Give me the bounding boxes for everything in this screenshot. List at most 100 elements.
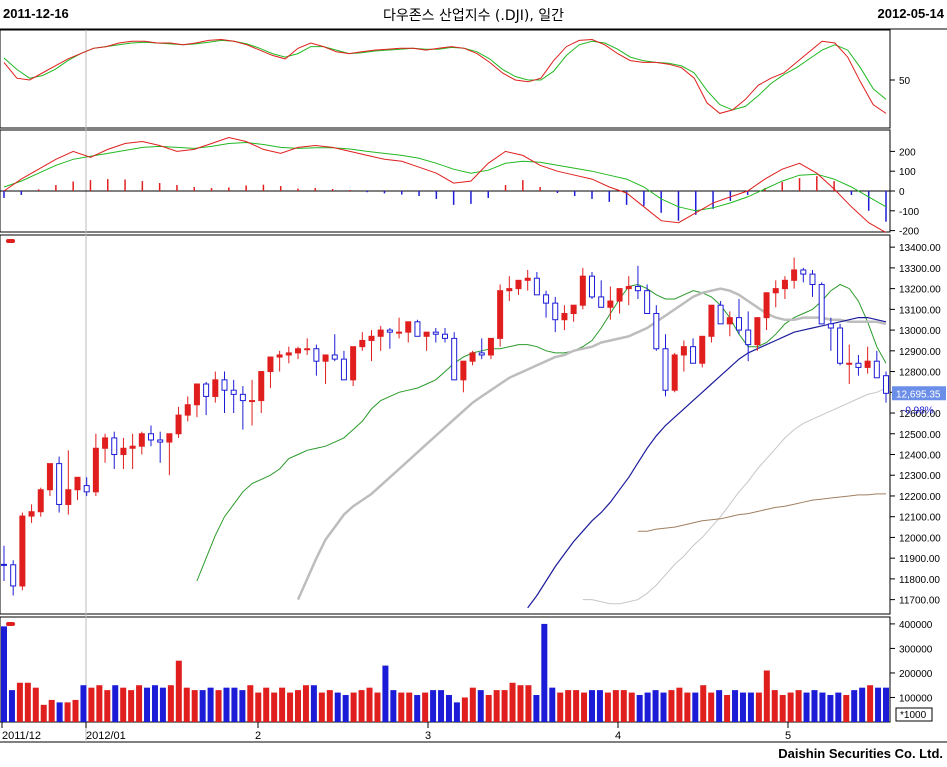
volume-bar xyxy=(255,692,262,722)
candle-body xyxy=(304,348,311,351)
candle-body xyxy=(1,563,7,566)
candle-body xyxy=(138,433,145,447)
candle-body xyxy=(791,269,798,281)
candle-body xyxy=(148,433,154,441)
candle-body xyxy=(690,346,697,364)
price-panel-frame xyxy=(0,234,891,615)
volume-bar xyxy=(827,695,834,722)
volume-bar xyxy=(779,695,786,722)
volume-bar xyxy=(803,692,810,722)
candle-body xyxy=(377,329,384,337)
volume-bar xyxy=(287,692,294,722)
volume-bar xyxy=(382,665,389,722)
volume-bar xyxy=(422,692,429,722)
candle-body xyxy=(19,515,26,587)
price-tick-label: 11700.00 xyxy=(899,596,940,607)
candle-body xyxy=(883,375,889,394)
volume-bar xyxy=(207,687,214,722)
volume-bar xyxy=(247,685,254,722)
candle-body xyxy=(827,323,834,329)
candle-body xyxy=(331,354,338,360)
stoch-main-line xyxy=(3,38,887,114)
volume-bar xyxy=(835,692,842,722)
volume-bar xyxy=(104,690,111,722)
volume-bar xyxy=(88,687,95,722)
candle-body xyxy=(83,485,90,493)
volume-bar xyxy=(398,692,405,722)
volume-bar xyxy=(72,699,79,722)
price-tick-label: 12800.00 xyxy=(899,368,941,379)
volume-bar xyxy=(334,692,341,722)
candle-body xyxy=(864,360,871,368)
candle-body xyxy=(855,362,862,368)
volume-bar xyxy=(56,702,63,722)
volume-bar xyxy=(485,695,492,722)
volume-unit-label: *1000 xyxy=(900,710,927,721)
volume-bar xyxy=(167,685,174,722)
volume-bar xyxy=(326,690,333,722)
volume-bar xyxy=(549,687,556,722)
volume-bar xyxy=(374,692,381,722)
volume-bar xyxy=(199,690,206,722)
volume-bar xyxy=(350,692,357,722)
volume-bar xyxy=(612,690,619,722)
candle-body xyxy=(442,333,448,339)
volume-bar xyxy=(128,690,135,722)
moving-average-4 xyxy=(582,387,887,605)
volume-marker xyxy=(6,622,15,626)
candle-body xyxy=(625,286,632,290)
change-pct-label: -0.98% xyxy=(902,405,934,416)
volume-bar xyxy=(517,685,524,722)
candle-body xyxy=(267,356,274,373)
candle-body xyxy=(699,335,706,364)
stoch-tick-50-label: 50 xyxy=(899,76,911,87)
volume-bar xyxy=(747,692,754,722)
candle-body xyxy=(506,288,513,292)
volume-bar xyxy=(867,685,874,722)
price-tick-label: 13000.00 xyxy=(899,326,941,337)
candle-body xyxy=(809,273,816,285)
candle-body xyxy=(634,286,641,292)
volume-bar xyxy=(493,690,500,722)
volume-bar xyxy=(636,695,643,722)
candle-body xyxy=(212,379,219,397)
volume-bar xyxy=(533,695,540,722)
candle-body xyxy=(276,354,283,358)
volume-bar xyxy=(96,685,103,722)
price-tick-label: 11800.00 xyxy=(899,575,940,586)
moving-average-2 xyxy=(296,287,887,601)
candle-body xyxy=(386,329,393,333)
stoch-signal-line xyxy=(3,39,887,111)
osc-signal-line xyxy=(3,141,887,212)
candle-body xyxy=(102,437,109,449)
moving-average-3 xyxy=(527,317,887,609)
x-axis-label: 5 xyxy=(785,730,791,742)
volume-bar xyxy=(843,695,850,722)
volume-bar xyxy=(64,702,71,722)
volume-bar xyxy=(501,690,508,722)
last-price-label: 12,695.35 xyxy=(896,389,941,400)
volume-bar xyxy=(469,687,476,722)
candle-body xyxy=(846,362,853,365)
volume-bar xyxy=(112,685,119,722)
volume-bar xyxy=(453,702,460,722)
candle-body xyxy=(295,348,301,354)
candle-body xyxy=(763,292,770,319)
volume-bar xyxy=(652,690,659,722)
candle-body xyxy=(414,321,421,337)
osc-tick-0-label: 0 xyxy=(899,187,905,198)
candle-body xyxy=(469,352,476,362)
candle-body xyxy=(120,447,127,455)
candle-body xyxy=(873,360,880,379)
brand-footer: Daishin Securities Co. Ltd. xyxy=(778,746,943,761)
candle-body xyxy=(322,354,329,362)
chart-title: 다우존스 산업지수 (.DJI), 일간 xyxy=(382,8,564,24)
candle-body xyxy=(708,304,715,337)
price-tick-label: 12500.00 xyxy=(899,430,941,441)
volume-bar xyxy=(883,687,889,722)
price-tick-label: 12100.00 xyxy=(899,513,941,524)
osc-main-line xyxy=(3,136,887,234)
candle-body xyxy=(616,288,623,302)
x-axis-label: 2011/12 xyxy=(2,730,41,742)
